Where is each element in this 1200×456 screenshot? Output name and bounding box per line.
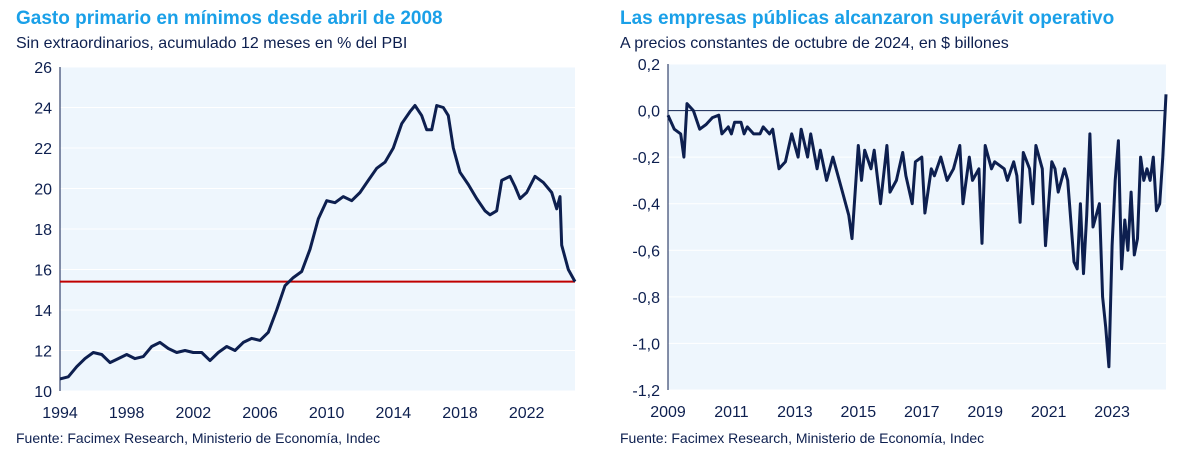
y-tick-label: 22 [34,141,52,158]
x-tick-label: 2009 [650,404,686,421]
y-tick-label: 14 [34,303,52,320]
y-tick-label: 18 [34,222,52,239]
x-tick-label: 2011 [714,404,749,421]
x-tick-label: 2018 [442,405,478,422]
y-tick-label: 16 [34,263,52,280]
y-tick-label: 20 [34,182,52,199]
y-tick-label: 0,0 [638,104,660,121]
plot-area [668,64,1166,390]
y-tick-label: -0,2 [632,150,660,167]
x-tick-label: 2014 [376,405,412,422]
y-tick-label: 26 [34,60,52,77]
y-tick-label: 0,2 [638,57,660,74]
x-tick-label: 2022 [509,405,545,422]
x-tick-label: 2015 [841,404,877,421]
y-tick-label: 12 [34,344,52,361]
y-tick-label: 10 [34,384,52,401]
series-line [666,94,1168,369]
chart-title: Las empresas públicas alcanzaron superáv… [620,8,1115,29]
x-tick-label: 2023 [1094,404,1130,421]
x-tick-label: 2019 [967,404,1003,421]
x-tick-label: 1994 [42,405,78,422]
x-tick-label: 2006 [242,405,278,422]
chart-subtitle: Sin extraordinarios, acumulado 12 meses … [16,35,408,52]
y-tick-label: -0,6 [632,243,660,260]
y-tick-label: -0,4 [632,197,660,214]
x-tick-label: 2002 [176,405,212,422]
x-tick-label: 1998 [109,405,145,422]
chart-title: Gasto primario en mínimos desde abril de… [16,8,443,29]
y-tick-label: -1,0 [632,336,660,353]
y-tick-label: -1,2 [632,383,660,400]
x-tick-label: 2017 [904,404,940,421]
empresas-chart: -1,2 -1,0 -0,8 -0,6 -0,4 -0,2 0,0 0,2 2009 2011 20… [632,57,1168,421]
chart-source: Fuente: Facimex Research, Ministerio de … [16,430,381,446]
y-tick-label: -0,8 [632,290,660,307]
x-tick-label: 2021 [1031,404,1067,421]
chart-panel-gasto: 10 12 14 16 18 20 22 24 26 1994 1998 2002 2006 2010 20… [16,8,577,446]
chart-source: Fuente: Facimex Research, Ministerio de … [620,430,985,446]
x-tick-label: 2013 [777,404,813,421]
chart-subtitle: A precios constantes de octubre de 2024,… [620,35,1009,52]
x-tick-label: 2010 [309,405,345,422]
series-line [59,104,577,381]
chart-panel-empresas: -1,2 -1,0 -0,8 -0,6 -0,4 -0,2 0,0 0,2 2009 2011 20… [600,0,1200,456]
y-tick-label: 24 [34,101,52,118]
